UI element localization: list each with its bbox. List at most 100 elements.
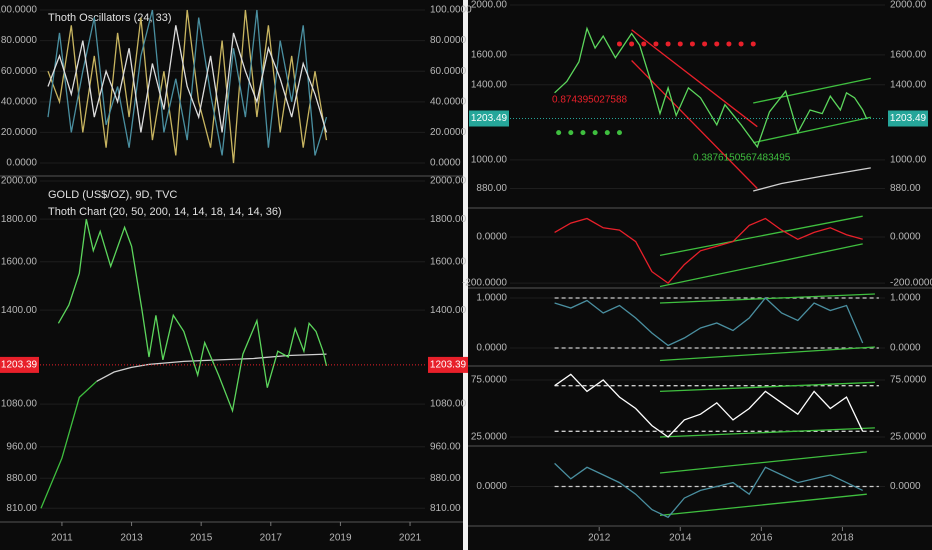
dot — [629, 41, 635, 47]
dot — [714, 41, 720, 47]
last-price-box — [888, 110, 928, 127]
series-line — [631, 60, 758, 189]
y-tick-label: 75.0000 — [890, 375, 927, 386]
x-tick-label: 2014 — [669, 533, 692, 544]
series-line — [631, 29, 758, 128]
y-tick-label: 2000.00 — [471, 0, 508, 11]
y-tick-label: 0.0000 — [476, 232, 507, 243]
series-line — [659, 243, 863, 288]
series-line — [659, 427, 875, 438]
series-line — [47, 9, 328, 164]
y-tick-label: 0.0000 — [476, 343, 507, 354]
x-tick-label: 2018 — [831, 533, 854, 544]
y-tick-label: 1600.00 — [890, 49, 927, 60]
series-line — [659, 381, 875, 393]
y-tick-label: 20.0000 — [430, 127, 467, 138]
series-line — [554, 26, 868, 149]
y-tick-label: 1.0000 — [476, 293, 507, 304]
y-tick-label: 25.0000 — [890, 432, 927, 443]
y-tick-label: 1400.00 — [430, 305, 467, 316]
series-line — [47, 25, 328, 133]
y-tick-label: 1600.00 — [471, 49, 508, 60]
y-tick-label: 40.0000 — [1, 96, 38, 107]
y-tick-label: 80.0000 — [1, 35, 38, 46]
dot — [665, 41, 671, 47]
y-tick-label: 1800.00 — [1, 214, 38, 225]
y-tick-label: 40.0000 — [430, 96, 467, 107]
y-tick-label: 960.00 — [6, 441, 37, 452]
y-tick-label: 0.0000 — [890, 232, 921, 243]
y-tick-label: 20.0000 — [1, 127, 38, 138]
y-tick-label: 1600.00 — [1, 256, 38, 267]
dot — [653, 41, 659, 47]
series-line — [47, 9, 328, 156]
divider — [463, 0, 468, 550]
x-tick-label: 2019 — [329, 533, 352, 544]
dot — [750, 41, 756, 47]
annotation: 0.874395027588 — [552, 95, 628, 106]
last-price-box — [428, 356, 468, 373]
y-tick-label: 960.00 — [430, 441, 461, 452]
last-price-label: 1203.49 — [890, 113, 927, 124]
annotation: 0.3876150567483495 — [693, 153, 791, 164]
series-line — [753, 77, 871, 104]
dot — [616, 41, 622, 47]
last-price-label: 1203.39 — [430, 360, 467, 371]
series-line — [554, 297, 864, 347]
y-tick-label: 80.0000 — [430, 35, 467, 46]
x-tick-label: 2021 — [399, 533, 422, 544]
y-tick-label: 25.0000 — [471, 432, 508, 443]
series-line — [659, 215, 863, 257]
x-tick-label: 2015 — [190, 533, 213, 544]
series-line — [554, 217, 863, 284]
series-line — [554, 373, 864, 438]
y-tick-label: 2000.00 — [430, 176, 467, 187]
last-price-box — [469, 110, 509, 127]
y-tick-label: 1400.00 — [890, 79, 927, 90]
last-price-box — [0, 356, 39, 373]
y-tick-label: 1400.00 — [1, 305, 38, 316]
y-tick-label: 880.00 — [476, 183, 507, 194]
x-tick-label: 2017 — [260, 533, 283, 544]
dot — [641, 41, 647, 47]
y-tick-label: 60.0000 — [430, 66, 467, 77]
series-line — [40, 380, 98, 509]
last-price-label: 1203.49 — [471, 113, 508, 124]
y-tick-label: 880.00 — [430, 473, 461, 484]
y-tick-label: 880.00 — [6, 473, 37, 484]
y-tick-label: 0.0000 — [890, 343, 921, 354]
dot — [677, 41, 683, 47]
last-price-label: 1203.39 — [1, 360, 38, 371]
x-tick-label: 2012 — [588, 533, 611, 544]
y-tick-label: 1080.00 — [1, 399, 38, 410]
y-tick-label: 60.0000 — [1, 66, 38, 77]
dot — [702, 41, 708, 47]
y-tick-label: 1800.00 — [430, 214, 467, 225]
dot — [568, 130, 574, 136]
y-tick-label: 0.0000 — [476, 481, 507, 492]
dot — [592, 130, 598, 136]
series-line — [554, 462, 863, 519]
chart-subtitle: Thoth Chart (20, 50, 200, 14, 14, 18, 14… — [48, 206, 282, 218]
y-tick-label: 0.0000 — [430, 158, 461, 169]
series-line — [659, 493, 867, 517]
dot — [604, 130, 610, 136]
y-tick-label: 1080.00 — [430, 399, 467, 410]
y-tick-label: 1000.00 — [471, 155, 508, 166]
y-tick-label: 100.0000 — [430, 5, 472, 16]
y-tick-label: 100.0000 — [0, 5, 37, 16]
y-tick-label: 1400.00 — [471, 79, 508, 90]
y-tick-label: 1000.00 — [890, 155, 927, 166]
y-tick-label: 0.0000 — [6, 158, 37, 169]
chart-title: GOLD (US$/OZ), 9D, TVC — [48, 189, 177, 201]
x-tick-label: 2011 — [51, 533, 73, 544]
y-tick-label: 0.0000 — [890, 481, 921, 492]
x-tick-label: 2013 — [120, 533, 143, 544]
y-tick-label: -200.0000 — [462, 278, 507, 289]
dot — [556, 130, 562, 136]
x-tick-label: 2016 — [750, 533, 773, 544]
series-line — [57, 219, 328, 414]
dot — [616, 130, 622, 136]
y-tick-label: 2000.00 — [1, 176, 38, 187]
